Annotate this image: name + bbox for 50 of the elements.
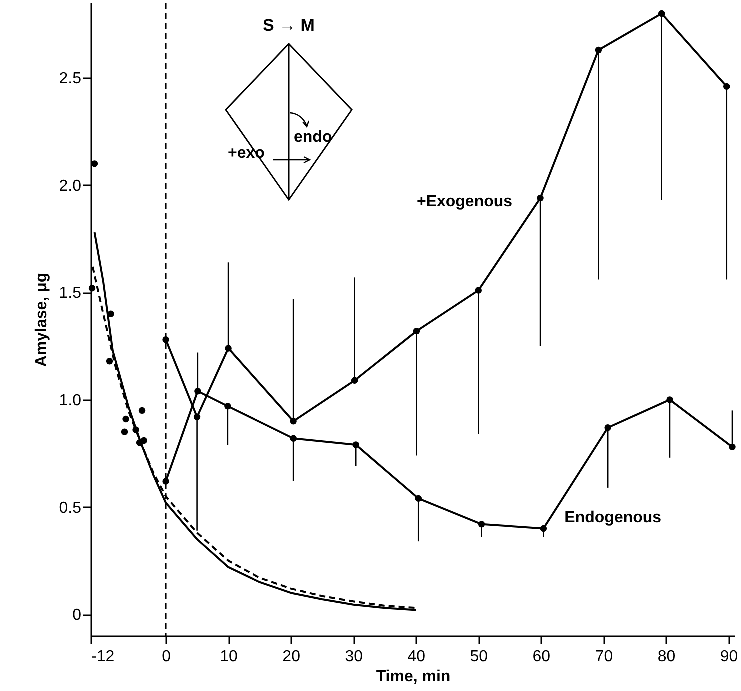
y-tick-label: 0.5 xyxy=(59,500,82,517)
x-axis-title: Time, min xyxy=(376,668,451,686)
point xyxy=(415,495,422,502)
y-tick-label: 2.5 xyxy=(59,70,82,88)
point xyxy=(194,414,201,420)
annotation: endo xyxy=(294,129,332,146)
point xyxy=(604,424,612,432)
point xyxy=(475,287,482,294)
x-tick-label: 80 xyxy=(658,648,676,666)
point xyxy=(540,525,548,532)
x-tick-label: 30 xyxy=(345,648,364,666)
point xyxy=(729,444,736,451)
point xyxy=(224,403,232,410)
annotation: S → M xyxy=(263,16,315,35)
x-tick-label: -12 xyxy=(92,648,115,666)
y-tick-label: 1.5 xyxy=(59,285,82,302)
point xyxy=(194,388,202,395)
point xyxy=(537,194,544,202)
series-label: +Exogenous xyxy=(416,193,513,210)
point xyxy=(121,428,128,436)
point xyxy=(658,10,666,18)
x-tick-label: 40 xyxy=(408,648,426,666)
y-tick-label: 0 xyxy=(72,607,82,624)
x-tick-label: 60 xyxy=(532,648,551,666)
point xyxy=(666,396,674,404)
point xyxy=(140,437,148,444)
x-tick-label: 10 xyxy=(220,648,238,666)
point xyxy=(595,46,602,54)
x-tick-label: 70 xyxy=(595,648,614,666)
x-tick-label: 20 xyxy=(282,648,301,666)
point xyxy=(138,407,146,414)
y-axis-title: Amylase, μg xyxy=(33,272,50,368)
x-tick-label: 90 xyxy=(720,648,738,666)
y-tick-label: 2.0 xyxy=(59,178,82,195)
point xyxy=(290,435,297,442)
x-tick-label: 0 xyxy=(162,648,172,666)
x-tick-label: 50 xyxy=(470,648,488,666)
point xyxy=(290,418,297,425)
point xyxy=(88,285,96,292)
point xyxy=(352,442,360,448)
point xyxy=(478,521,486,528)
series-label: Endogenous xyxy=(564,510,662,527)
point xyxy=(352,377,358,384)
point xyxy=(122,416,130,423)
point xyxy=(91,160,98,168)
y-tick-label: 1.0 xyxy=(59,392,82,410)
point xyxy=(106,358,114,365)
point xyxy=(225,345,232,352)
point xyxy=(413,328,420,335)
point xyxy=(724,83,730,90)
